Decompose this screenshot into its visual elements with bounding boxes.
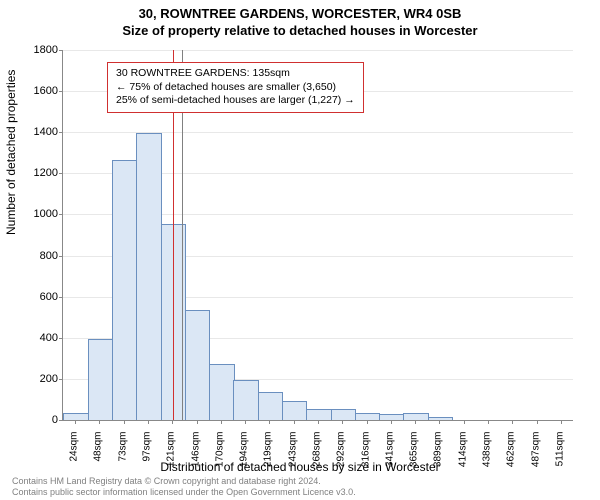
x-tick-label: 462sqm (506, 432, 517, 482)
histogram-bar (136, 133, 161, 420)
x-tick (124, 420, 125, 424)
annotation-line: 30 ROWNTREE GARDENS: 135sqm (116, 67, 355, 81)
x-tick (561, 420, 562, 424)
x-tick (269, 420, 270, 424)
page-title: 30, ROWNTREE GARDENS, WORCESTER, WR4 0SB (0, 0, 600, 21)
y-tick-label: 0 (8, 414, 58, 426)
x-tick (342, 420, 343, 424)
x-tick (221, 420, 222, 424)
y-tick (59, 379, 63, 380)
x-tick-label: 292sqm (336, 432, 347, 482)
x-tick-label: 48sqm (93, 432, 104, 482)
x-tick-label: 73sqm (117, 432, 128, 482)
x-tick-label: 341sqm (384, 432, 395, 482)
x-tick-label: 438sqm (482, 432, 493, 482)
y-tick (59, 338, 63, 339)
x-tick-label: 511sqm (554, 432, 565, 482)
page-subtitle: Size of property relative to detached ho… (0, 21, 600, 38)
x-tick (294, 420, 295, 424)
gridline (63, 50, 573, 51)
x-tick (415, 420, 416, 424)
y-tick-label: 600 (8, 291, 58, 303)
x-tick-label: 97sqm (142, 432, 153, 482)
histogram-bar (63, 413, 88, 420)
y-tick-label: 1200 (8, 167, 58, 179)
histogram-bar (209, 364, 234, 421)
histogram-bar (403, 413, 428, 420)
footer-attribution: Contains HM Land Registry data © Crown c… (12, 476, 356, 498)
histogram-plot: 30 ROWNTREE GARDENS: 135sqm← 75% of deta… (62, 50, 573, 421)
histogram-bar (112, 160, 137, 420)
x-tick (172, 420, 173, 424)
x-tick (537, 420, 538, 424)
histogram-bar (233, 380, 258, 420)
y-tick (59, 420, 63, 421)
histogram-bar (331, 409, 356, 420)
histogram-bar (282, 401, 307, 421)
histogram-bar (355, 413, 380, 420)
x-tick-label: 268sqm (312, 432, 323, 482)
y-tick (59, 132, 63, 133)
x-tick-label: 389sqm (433, 432, 444, 482)
y-tick (59, 91, 63, 92)
x-tick-label: 243sqm (287, 432, 298, 482)
x-tick (245, 420, 246, 424)
x-tick (512, 420, 513, 424)
x-tick (488, 420, 489, 424)
histogram-bar (258, 392, 283, 420)
x-tick-label: 487sqm (530, 432, 541, 482)
histogram-bar (306, 409, 331, 420)
y-tick (59, 256, 63, 257)
y-tick-label: 1600 (8, 85, 58, 97)
y-tick (59, 173, 63, 174)
x-tick-label: 170sqm (214, 432, 225, 482)
y-tick (59, 50, 63, 51)
histogram-bar (379, 414, 404, 420)
chart-container: 30, ROWNTREE GARDENS, WORCESTER, WR4 0SB… (0, 0, 600, 500)
y-tick-label: 400 (8, 332, 58, 344)
histogram-bar (428, 417, 453, 420)
x-tick (367, 420, 368, 424)
annotation-box: 30 ROWNTREE GARDENS: 135sqm← 75% of deta… (107, 62, 364, 113)
x-tick (148, 420, 149, 424)
y-tick (59, 214, 63, 215)
x-tick-label: 219sqm (263, 432, 274, 482)
x-tick (75, 420, 76, 424)
y-tick-label: 200 (8, 373, 58, 385)
x-tick-label: 365sqm (409, 432, 420, 482)
x-tick-label: 194sqm (239, 432, 250, 482)
x-tick-label: 316sqm (360, 432, 371, 482)
x-tick (99, 420, 100, 424)
y-tick-label: 1400 (8, 126, 58, 138)
y-tick (59, 297, 63, 298)
footer-line-2: Contains public sector information licen… (12, 487, 356, 498)
y-tick-label: 800 (8, 250, 58, 262)
x-tick-label: 414sqm (457, 432, 468, 482)
histogram-bar (88, 339, 113, 420)
x-tick-label: 121sqm (166, 432, 177, 482)
x-tick (391, 420, 392, 424)
annotation-line: 25% of semi-detached houses are larger (… (116, 94, 355, 108)
x-tick (197, 420, 198, 424)
x-tick (318, 420, 319, 424)
x-tick (464, 420, 465, 424)
footer-line-1: Contains HM Land Registry data © Crown c… (12, 476, 356, 487)
x-tick-label: 24sqm (69, 432, 80, 482)
histogram-bar (185, 310, 210, 420)
x-tick-label: 146sqm (190, 432, 201, 482)
annotation-line: ← 75% of detached houses are smaller (3,… (116, 81, 355, 95)
y-tick-label: 1800 (8, 44, 58, 56)
y-tick-label: 1000 (8, 208, 58, 220)
x-tick (439, 420, 440, 424)
